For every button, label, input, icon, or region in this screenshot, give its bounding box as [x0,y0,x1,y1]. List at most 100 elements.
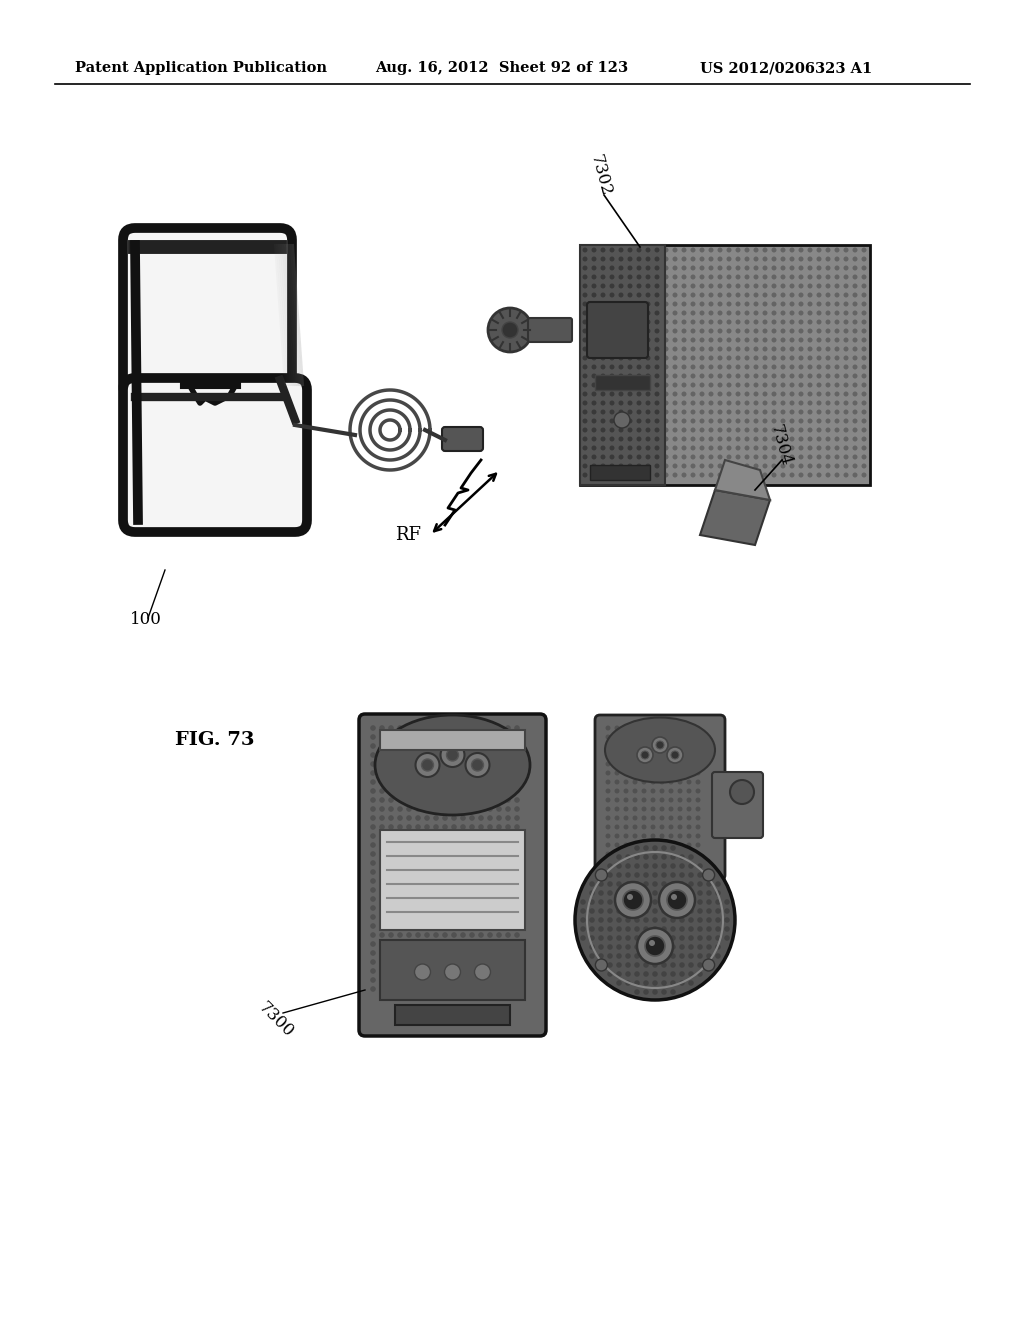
Circle shape [514,762,520,767]
Circle shape [626,972,631,977]
Circle shape [744,338,750,342]
Circle shape [514,725,520,731]
Circle shape [682,293,686,297]
Circle shape [600,409,605,414]
Circle shape [460,861,466,866]
Circle shape [442,824,447,830]
Circle shape [452,968,457,974]
Circle shape [690,409,695,414]
Circle shape [645,338,650,342]
Text: US 2012/0206323 A1: US 2012/0206323 A1 [700,61,872,75]
Circle shape [645,400,650,405]
Circle shape [659,851,665,857]
Circle shape [816,329,821,334]
Circle shape [726,310,731,315]
Circle shape [726,463,731,469]
Circle shape [633,807,638,812]
Circle shape [662,953,667,958]
Circle shape [497,734,502,739]
Circle shape [645,310,650,315]
Circle shape [686,833,691,838]
Circle shape [592,310,597,315]
Circle shape [442,915,447,920]
Circle shape [397,977,402,983]
Circle shape [844,473,849,478]
Circle shape [715,935,721,941]
Circle shape [388,950,394,956]
Circle shape [718,409,723,414]
Circle shape [600,463,605,469]
Circle shape [618,383,624,388]
Circle shape [699,355,705,360]
Circle shape [460,725,466,731]
Circle shape [754,329,759,334]
Circle shape [460,752,466,758]
Circle shape [744,463,750,469]
Circle shape [763,364,768,370]
Circle shape [407,762,412,767]
Circle shape [695,842,700,847]
Circle shape [624,780,629,784]
Circle shape [853,454,857,459]
Circle shape [618,346,624,351]
Circle shape [726,275,731,280]
Circle shape [371,752,376,758]
Circle shape [514,779,520,785]
Circle shape [592,265,597,271]
Circle shape [600,428,605,433]
Circle shape [379,833,385,838]
Circle shape [808,364,812,370]
Circle shape [478,950,483,956]
Circle shape [407,788,412,793]
Circle shape [780,454,785,459]
Circle shape [645,454,650,459]
Circle shape [478,743,483,748]
Circle shape [699,256,705,261]
Circle shape [416,752,439,777]
Circle shape [505,807,511,812]
Circle shape [609,374,614,379]
Circle shape [633,780,638,784]
Circle shape [808,265,812,271]
Circle shape [618,284,624,289]
Circle shape [497,797,502,803]
Circle shape [379,824,385,830]
Circle shape [645,301,650,306]
Circle shape [835,284,840,289]
Circle shape [616,944,622,950]
Circle shape [469,807,475,812]
Circle shape [695,851,700,857]
Circle shape [682,428,686,433]
Circle shape [616,854,622,859]
Circle shape [618,364,624,370]
Circle shape [618,293,624,297]
Circle shape [444,964,461,979]
Circle shape [844,275,849,280]
Circle shape [583,265,588,271]
Circle shape [715,927,721,932]
Circle shape [673,463,678,469]
Circle shape [628,275,633,280]
Circle shape [415,762,421,767]
Circle shape [688,890,694,896]
Circle shape [664,418,669,424]
Circle shape [600,454,605,459]
Circle shape [581,917,586,923]
Circle shape [853,293,857,297]
Circle shape [664,329,669,334]
Circle shape [609,329,614,334]
Circle shape [388,779,394,785]
Circle shape [628,428,633,433]
Circle shape [771,355,776,360]
Circle shape [379,851,385,857]
Circle shape [709,473,714,478]
Circle shape [600,400,605,405]
Text: 7300: 7300 [255,999,297,1041]
Circle shape [618,409,624,414]
Circle shape [637,418,641,424]
Circle shape [628,256,633,261]
Circle shape [654,409,659,414]
Circle shape [397,941,402,946]
Circle shape [379,752,385,758]
Circle shape [497,861,502,866]
